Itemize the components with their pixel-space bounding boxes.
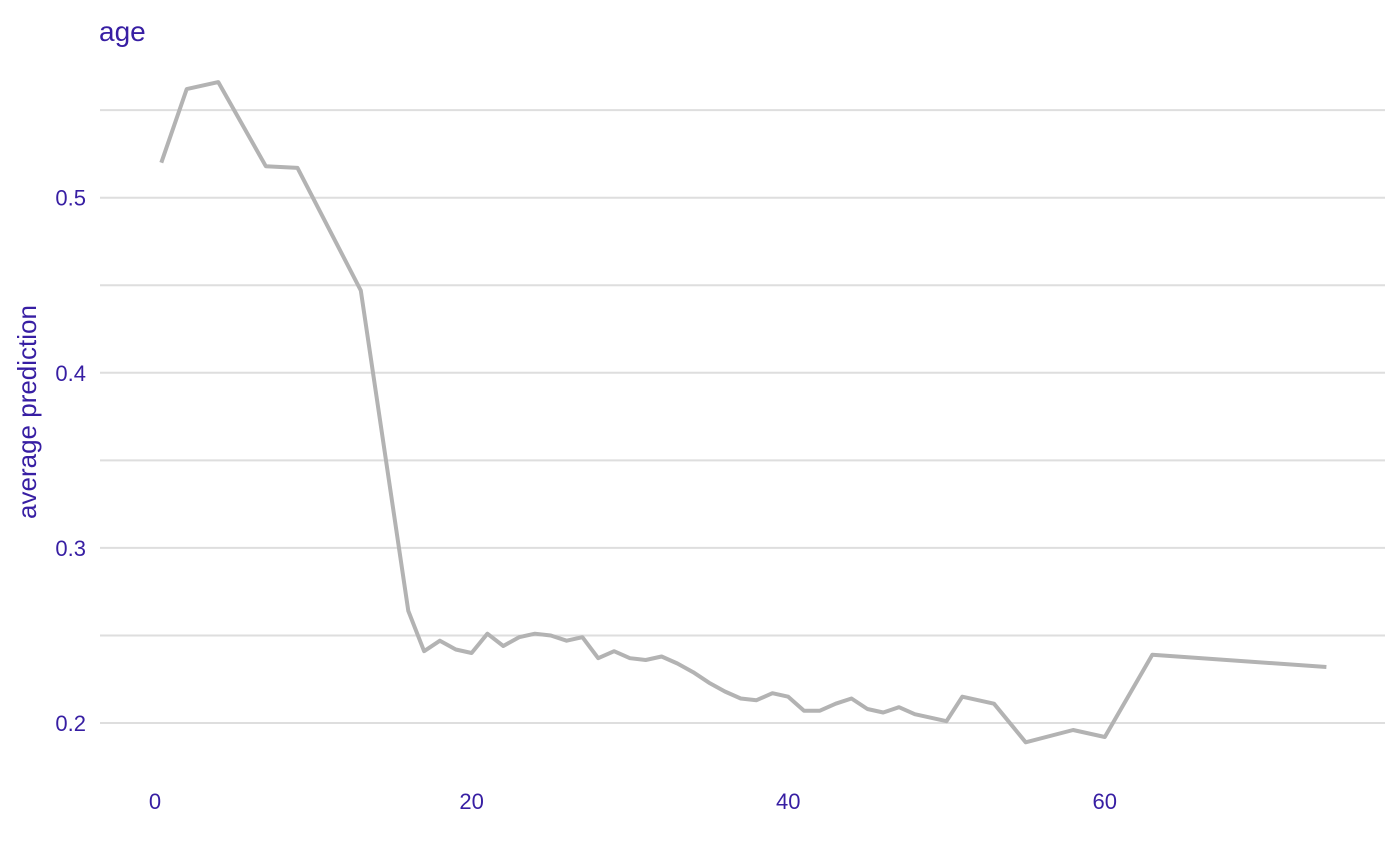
x-tick-label: 60	[1093, 789, 1117, 814]
y-tick-label: 0.4	[55, 361, 86, 386]
y-axis-ticks: 0.2 0.3 0.4 0.5	[55, 186, 86, 736]
series-line	[159, 80, 1327, 745]
chart-title: age	[99, 16, 146, 47]
y-tick-label: 0.5	[55, 186, 86, 211]
x-tick-label: 20	[459, 789, 483, 814]
x-tick-label: 0	[149, 789, 161, 814]
y-axis-label: average prediction	[12, 305, 42, 519]
gridlines	[100, 109, 1385, 724]
series-line-group	[159, 80, 1327, 745]
x-tick-label: 40	[776, 789, 800, 814]
y-tick-label: 0.2	[55, 711, 86, 736]
y-tick-label: 0.3	[55, 536, 86, 561]
x-axis-ticks: 0 20 40 60	[149, 789, 1117, 814]
